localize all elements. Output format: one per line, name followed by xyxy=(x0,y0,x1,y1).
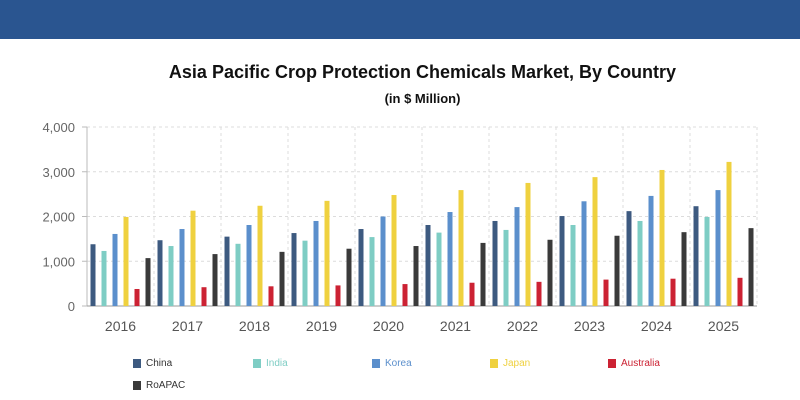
bar-japan-2016 xyxy=(123,216,129,306)
chart-title: Asia Pacific Crop Protection Chemicals M… xyxy=(168,62,677,82)
bar-japan-2020 xyxy=(391,195,397,306)
bar-korea-2016 xyxy=(112,233,118,306)
x-tick-label: 2022 xyxy=(507,318,538,334)
bar-china-2020 xyxy=(358,229,364,306)
x-tick-label: 2019 xyxy=(306,318,337,334)
bar-india-2019 xyxy=(302,240,308,306)
bar-china-2019 xyxy=(291,233,297,306)
bar-china-2024 xyxy=(626,211,632,306)
bar-australia-2020 xyxy=(402,284,408,306)
bar-australia-2016 xyxy=(134,288,140,306)
bar-australia-2025 xyxy=(737,277,743,306)
y-tick-label: 4,000 xyxy=(42,120,75,135)
bar-roapac-2022 xyxy=(547,239,553,306)
bar-australia-2019 xyxy=(335,285,341,306)
bar-china-2017 xyxy=(157,240,163,306)
legend-swatch xyxy=(608,358,616,368)
bar-india-2022 xyxy=(503,229,509,306)
bar-india-2018 xyxy=(235,243,241,306)
bar-japan-2019 xyxy=(324,200,330,306)
legend-label: Australia xyxy=(621,357,660,369)
x-tick-label: 2020 xyxy=(373,318,404,334)
bar-japan-2018 xyxy=(257,205,263,306)
legend-swatch xyxy=(133,358,141,368)
x-tick-label: 2017 xyxy=(172,318,203,334)
bar-japan-2025 xyxy=(726,161,732,306)
bar-roapac-2020 xyxy=(413,246,419,306)
bar-china-2022 xyxy=(492,220,498,306)
bar-india-2017 xyxy=(168,246,174,306)
bar-india-2025 xyxy=(704,216,710,306)
y-tick-label: 3,000 xyxy=(42,165,75,180)
legend-label: India xyxy=(266,357,288,369)
bar-australia-2018 xyxy=(268,286,274,306)
legend-item-india[interactable]: India xyxy=(253,357,288,369)
x-tick-label: 2024 xyxy=(641,318,672,334)
bar-australia-2022 xyxy=(536,281,542,306)
bar-india-2024 xyxy=(637,220,643,306)
bar-japan-2024 xyxy=(659,169,665,306)
x-tick-label: 2025 xyxy=(708,318,739,334)
bar-japan-2021 xyxy=(458,190,464,306)
legend-swatch xyxy=(490,358,498,368)
bar-china-2025 xyxy=(693,206,699,306)
bar-korea-2023 xyxy=(581,201,587,306)
x-tick-label: 2021 xyxy=(440,318,471,334)
legend-label: China xyxy=(146,357,173,369)
bar-korea-2017 xyxy=(179,229,185,306)
bar-india-2020 xyxy=(369,237,375,306)
header-band xyxy=(0,0,800,39)
bar-korea-2020 xyxy=(380,216,386,306)
legend-item-japan[interactable]: Japan xyxy=(490,357,530,369)
bar-roapac-2024 xyxy=(681,232,687,306)
bar-korea-2025 xyxy=(715,190,721,306)
bar-australia-2021 xyxy=(469,282,475,306)
bar-roapac-2023 xyxy=(614,235,620,306)
legend-item-roapac[interactable]: RoAPAC xyxy=(133,379,185,391)
bar-roapac-2018 xyxy=(279,251,285,306)
legend-label: RoAPAC xyxy=(146,379,186,391)
bar-roapac-2016 xyxy=(145,258,151,306)
bar-india-2016 xyxy=(101,250,107,306)
bar-australia-2017 xyxy=(201,287,207,306)
legend-swatch xyxy=(253,358,261,368)
bar-roapac-2021 xyxy=(480,242,486,306)
legend-swatch xyxy=(133,380,141,390)
legend-label: Korea xyxy=(385,357,412,369)
bar-china-2021 xyxy=(425,225,431,306)
bar-china-2018 xyxy=(224,236,230,306)
y-tick-label: 1,000 xyxy=(42,254,75,269)
legend-label: Japan xyxy=(503,357,531,369)
bar-roapac-2017 xyxy=(212,254,218,306)
bar-roapac-2019 xyxy=(346,248,352,306)
bar-japan-2022 xyxy=(525,182,531,306)
bar-japan-2017 xyxy=(190,210,196,306)
y-tick-label: 2,000 xyxy=(42,210,75,225)
bar-korea-2022 xyxy=(514,207,520,306)
legend-item-korea[interactable]: Korea xyxy=(372,357,412,369)
bar-australia-2023 xyxy=(603,279,609,306)
bar-roapac-2025 xyxy=(748,228,754,306)
bar-australia-2024 xyxy=(670,278,676,306)
chart-subtitle: (in $ Million) xyxy=(384,91,461,106)
legend-item-china[interactable]: China xyxy=(133,357,172,369)
bar-korea-2019 xyxy=(313,220,319,306)
x-tick-label: 2016 xyxy=(105,318,136,334)
bar-korea-2024 xyxy=(648,195,654,306)
bar-korea-2021 xyxy=(447,212,453,306)
bar-japan-2023 xyxy=(592,177,598,306)
bar-china-2023 xyxy=(559,216,565,306)
legend-swatch xyxy=(372,358,380,368)
bar-india-2021 xyxy=(436,232,442,306)
bar-korea-2018 xyxy=(246,225,252,306)
x-tick-label: 2023 xyxy=(574,318,605,334)
y-tick-label: 0 xyxy=(68,299,75,314)
bar-india-2023 xyxy=(570,225,576,306)
legend-item-australia[interactable]: Australia xyxy=(608,357,660,369)
bar-china-2016 xyxy=(90,244,96,306)
x-tick-label: 2018 xyxy=(239,318,270,334)
